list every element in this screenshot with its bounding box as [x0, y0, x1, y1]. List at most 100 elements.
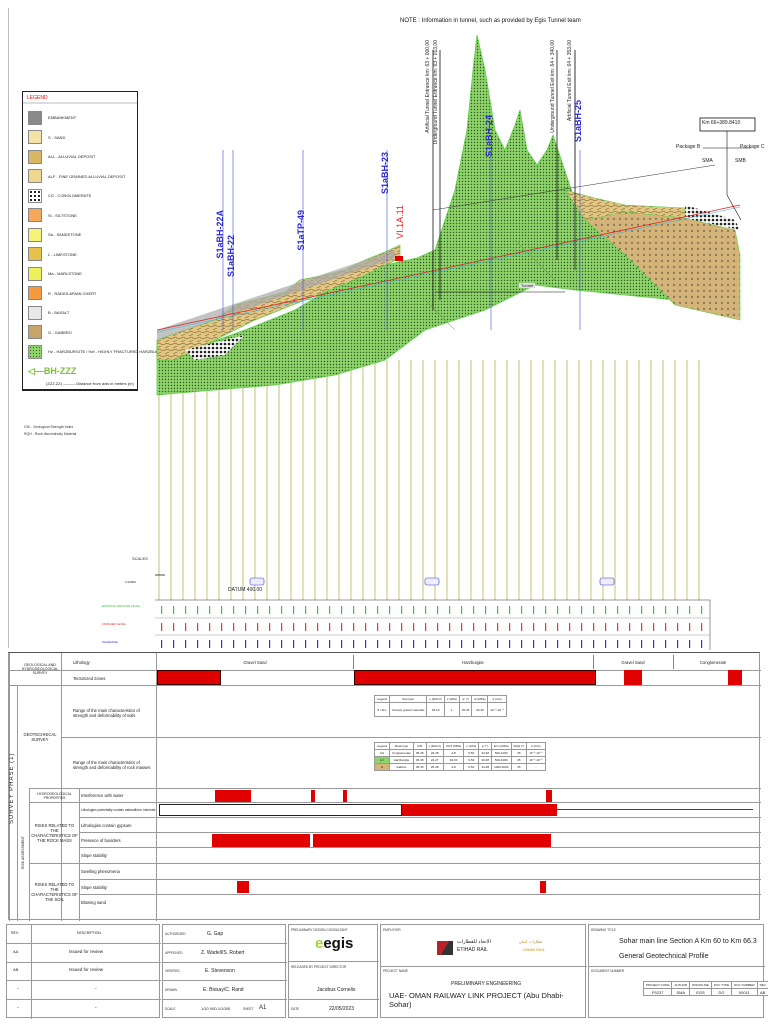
group-hydro-props: HYDROGEOLOGICAL PROPERTIES [37, 791, 72, 800]
table-cell: Gravely gravel materials [389, 702, 428, 717]
scales-label: SCALES [132, 556, 148, 561]
table-row: G Gabbro 35-45 25-28 4-8 0-50 34-38 1000-2000 45… [373, 763, 546, 771]
viaduct-label: VI.1A.11 [395, 205, 405, 239]
etihad-rail-icon [437, 941, 453, 955]
table-cell: 10⁻⁵-10⁻⁴ [487, 702, 507, 717]
rev-cell: AB [13, 967, 19, 972]
table-cell: GSI [412, 742, 427, 750]
table-cell: γ (kN/m³) [426, 695, 445, 703]
table-cell: 0-50 [463, 749, 480, 757]
datum-label: DATUM 400.00 [228, 587, 263, 593]
legend-swatch [28, 149, 42, 164]
drawing-title-label: DRAWING TITLE [591, 928, 616, 932]
legend-label: R - RADIOLARIAN CHERT [48, 290, 97, 296]
table-cell: c' (kPa) [463, 742, 480, 750]
rev-cell: AA [13, 949, 19, 954]
borehole-symbol-label: BH-ZZZ [43, 366, 77, 377]
legend-item-si: Si - SILTSTONE [28, 206, 133, 226]
legend-swatch [28, 325, 42, 340]
legend-swatch [28, 344, 42, 359]
authorized-value: G. Gap [207, 931, 224, 937]
risk-water [311, 790, 315, 802]
rev-cell: - [17, 1005, 19, 1011]
risk-slope-soil [237, 881, 249, 893]
table-cell: 18-19 [426, 702, 445, 717]
row-soil-strength: Range of the main characteristics of str… [73, 708, 140, 718]
table-cell: 500-1000 [491, 749, 512, 757]
scale-horizontal: 1/10000 [125, 580, 136, 584]
table-cell: Erm (MPa) [491, 742, 512, 750]
employer-label: EMPLOYER [383, 928, 401, 932]
table-cell: 500-1000 [491, 756, 512, 764]
table-cell: 4-8 [442, 763, 465, 771]
table-cell: 30-35 [458, 702, 473, 717]
table-cell: P0237 [642, 988, 673, 996]
table-cell: 35-45 [412, 756, 427, 764]
legend-swatch [28, 130, 42, 145]
table-row: CG Conglomerate 35-45 26-28 4-8 0-50 34-38 500-… [373, 749, 546, 757]
table-cell: 35-45 [412, 749, 427, 757]
borehole-label: S1aBH-25 [573, 100, 583, 143]
legend-label: G - GABBRO [48, 329, 72, 335]
footnote-rqh: RQH : Rock discontinuity Material [24, 432, 77, 436]
table-cell: SMA [671, 988, 691, 996]
package-c-label: Package C [740, 144, 765, 150]
approved-value: Z. Wadell/S. Robert [201, 950, 245, 956]
tectonized-zone [624, 670, 642, 685]
verified-value: E. Stevenson [205, 968, 235, 974]
tunnel-label-underground-exit: Underground Tunnel Exit km: 64 + 340,00 [550, 40, 556, 133]
sheet-value: A1 [259, 1005, 267, 1011]
risk-boulders [212, 834, 310, 847]
table-cell: Legend [373, 695, 391, 703]
table-cell: DOC NUMBER [731, 981, 758, 989]
risk-boulders [313, 834, 551, 847]
sheet-label: SHEET [243, 1007, 254, 1011]
rock-properties-table: Legend Rock type GSI γ (kN/m³) UCS (MPa) c' (… [373, 742, 546, 771]
group-survey-phase: SURVEY PHASE (1) [9, 752, 15, 824]
legend-item-g: G - GABBRO [28, 323, 133, 343]
risk-water [546, 790, 552, 802]
legend-label: Hz - HARZBURGITE / Hzf - HIGHLY FRACTURE… [48, 349, 169, 355]
lithology-segment: Gravel Sand [621, 659, 645, 665]
tunnel-label-underground-entrance: Underground Tunnel Entrance km: 63 + 013… [433, 40, 439, 145]
table-cell: φ' (°) [478, 742, 492, 750]
group-risk-assessment: RISK ASSESSMENT [21, 836, 25, 870]
table-cell: DOC TYPE [710, 981, 733, 989]
table-cell: 4-8 [442, 749, 465, 757]
tectonized-zone [157, 670, 221, 685]
package-b-label: Package B [676, 144, 701, 150]
table-cell: Harzburgite [389, 756, 414, 764]
table-cell: 45 [510, 756, 528, 764]
borehole-label: S1aBH-22A [215, 210, 225, 259]
row-label-chainage: CHAINAGE [102, 640, 118, 644]
row-water: Interference with water [81, 793, 124, 798]
oman-rail-logo: OMAN RAIL [523, 947, 546, 952]
table-cell: AUTHOR [671, 981, 691, 989]
consultant-block: PRELIMINARY DESIGN CONSULTANT eegis RELE… [288, 924, 379, 1018]
table-cell: S / ALL [373, 702, 391, 717]
project-sub: PRELIMINARY ENGINEERING [451, 981, 522, 987]
scale-value: 1/10 000-1/1000 [201, 1006, 231, 1011]
table-cell: k (m/s) [487, 695, 507, 703]
table-cell: φ' (°) [458, 695, 473, 703]
legend-item-alf: ALF - FINE GRAINED ALLUVIAL DEPOSIT [28, 167, 133, 187]
table-cell: γ (kN/m³) [425, 742, 444, 750]
legend-swatch [28, 169, 42, 184]
group-geotechnical: GEOTECHNICAL SURVEY [23, 732, 57, 742]
borehole-label: S1aBH-22 [226, 235, 236, 278]
drawing-title-block: DRAWING TITLE Sohar main line Section A … [588, 924, 768, 1018]
legend-label: EMBANKMENT [48, 115, 77, 121]
lithology-segment: Gravel Sand [243, 659, 267, 665]
table-cell: PROJECT CODE [642, 981, 673, 989]
legend-swatch [28, 188, 42, 203]
desc-cell: Issued for review [69, 949, 104, 954]
risk-water [343, 790, 347, 802]
table-cell: 20-40 [471, 702, 489, 717]
table-cell: DG [710, 988, 733, 996]
table-cell: 1 [443, 702, 460, 717]
legend-item-b: B - BASALT [28, 303, 133, 323]
table-cell: 35-45 [412, 763, 427, 771]
legend-label: ALL - ALLUVIAL DEPOSIT [48, 154, 96, 160]
table-cell: RQH (°) [510, 742, 528, 750]
group-soil-risks: RISKS RELATED TO THE CHARACTERISTICS OF … [31, 882, 78, 902]
